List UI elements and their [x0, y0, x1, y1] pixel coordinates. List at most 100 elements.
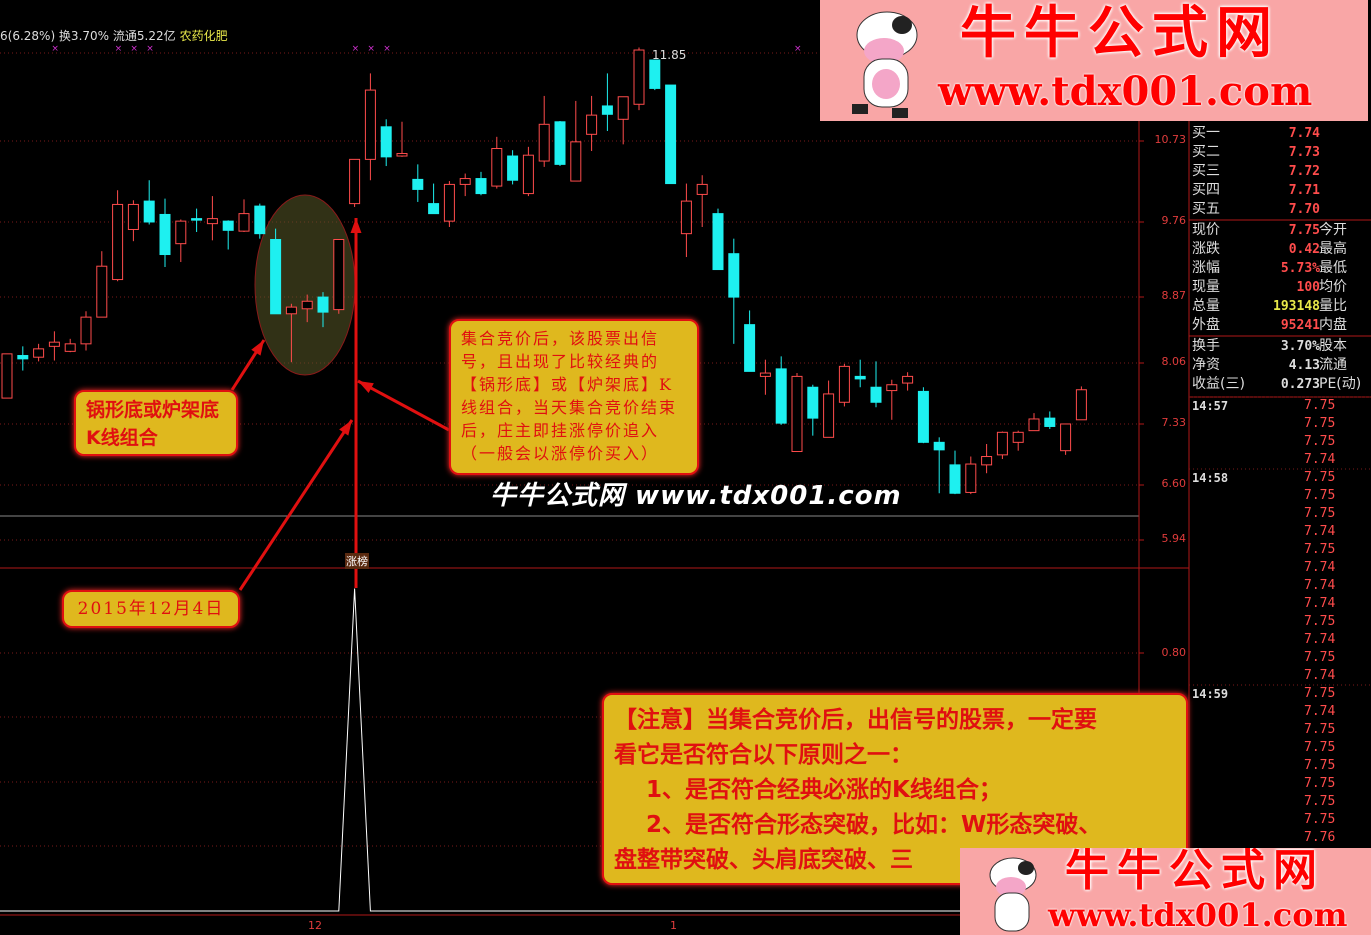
date-callout: 2015年12月4日: [62, 590, 240, 628]
signal-marker-icon: ×: [794, 44, 802, 54]
candle-down: [807, 386, 819, 419]
price-axis-tick: 10.73: [1154, 133, 1187, 146]
quote-label: 买三: [1192, 163, 1220, 179]
logo-top: 牛牛公式网 www.tdx001.com: [820, 0, 1368, 121]
quote-label: 收益(三): [1192, 376, 1245, 392]
quote-label-2: 流通: [1319, 357, 1347, 373]
signal-label: 涨榜: [345, 553, 369, 569]
tick-row: 14:59 7.75: [1192, 685, 1368, 703]
tick-price: 7.75: [1304, 434, 1336, 449]
note-line3: 1、是否符合经典必涨的K线组合；: [646, 777, 1002, 803]
candle-down: [191, 218, 203, 221]
candle-down: [775, 368, 787, 424]
candle-up: [33, 348, 45, 358]
tick-row: 7.74: [1192, 667, 1368, 685]
tick-row: 7.74: [1192, 631, 1368, 649]
candle-up: [696, 183, 708, 195]
candle-down: [712, 213, 724, 271]
quote-label: 买一: [1192, 125, 1220, 141]
tick-row: 7.74: [1192, 523, 1368, 541]
x-tick-12: 12: [308, 919, 322, 932]
candle-down: [744, 324, 756, 372]
candle-up: [586, 114, 598, 135]
price-axis-tick: 7.33: [1161, 416, 1187, 429]
tick-row: 7.75: [1192, 739, 1368, 757]
note-line2: 看它是否符合以下原则之一：: [614, 742, 913, 768]
stock-header: 6(6.28%) 换3.70% 流通5.22亿 农药化肥: [0, 27, 228, 44]
arrow-head-icon: [358, 381, 374, 393]
signal-marker-icon: ×: [51, 44, 59, 54]
signal-marker-icon: ×: [115, 44, 123, 54]
candle-up: [396, 153, 408, 157]
tick-price: 7.75: [1304, 488, 1336, 503]
tick-price: 7.74: [1304, 578, 1336, 593]
price-axis-tick: 8.06: [1161, 355, 1187, 368]
cow-mascot-icon: [852, 11, 918, 118]
quote-row: 换手 3.70% 股本: [1192, 337, 1368, 356]
signal-marker-icon: ×: [146, 44, 154, 54]
quote-label: 总量: [1192, 298, 1220, 314]
tick-price: 7.75: [1304, 776, 1336, 791]
quote-row: 现量 100 均价: [1192, 278, 1368, 297]
cow-mascot-icon: [989, 857, 1037, 932]
candle-up: [570, 141, 582, 182]
quote-label-2: 最高: [1319, 241, 1347, 257]
signal-marker-icon: ×: [383, 44, 391, 54]
tick-price: 7.75: [1304, 650, 1336, 665]
candle-up: [902, 375, 914, 384]
explain-callout: 集合竞价后，该股票出信号，且出现了比较经典的【锅形底】或【炉架底】K线组合，当天…: [449, 319, 699, 475]
tick-row: 14:57 7.75: [1192, 397, 1368, 415]
signal-marker-icon: ×: [367, 44, 375, 54]
signal-marker-icon: ×: [352, 44, 360, 54]
quote-value: 7.73: [1288, 145, 1320, 160]
tick-row: 7.75: [1192, 487, 1368, 505]
candle-down: [270, 238, 282, 315]
quote-label-2: 今开: [1319, 222, 1347, 238]
quote-label-2: PE(动): [1319, 376, 1362, 392]
candle-up: [285, 306, 297, 315]
tick-price: 7.74: [1304, 668, 1336, 683]
candle-up: [886, 384, 898, 392]
tick-time: 14:58: [1192, 471, 1229, 485]
candle-up: [1012, 431, 1024, 443]
quote-row: 涨跌 0.42 最高: [1192, 240, 1368, 259]
tick-price: 7.75: [1304, 758, 1336, 773]
tick-price: 7.75: [1304, 416, 1336, 431]
quote-label: 涨幅: [1192, 260, 1220, 276]
header-stats: 6(6.28%) 换3.70% 流通5.22亿: [0, 29, 176, 43]
candle-up: [96, 265, 108, 318]
logo-title: 牛牛公式网: [1065, 848, 1325, 896]
tick-price: 7.75: [1304, 812, 1336, 827]
tick-row: 7.75: [1192, 649, 1368, 667]
tick-price: 7.75: [1304, 686, 1336, 701]
candle-up: [1028, 418, 1040, 432]
tick-row: 7.75: [1192, 415, 1368, 433]
candle-down: [933, 441, 945, 451]
candle-down: [870, 386, 882, 403]
tick-price: 7.75: [1304, 506, 1336, 521]
tick-row: 14:58 7.75: [1192, 469, 1368, 487]
tick-price: 7.74: [1304, 596, 1336, 611]
tick-time: 14:57: [1192, 399, 1229, 413]
quote-row: 外盘 95241 内盘: [1192, 316, 1368, 335]
candle-up: [301, 300, 313, 310]
quote-label: 买二: [1192, 144, 1220, 160]
pattern-callout-line1: 锅形底或炉架底: [86, 399, 220, 421]
quote-label-2: 均价: [1319, 279, 1347, 295]
quote-label: 买四: [1192, 182, 1220, 198]
quote-value: 4.13: [1288, 358, 1320, 373]
candle-up: [981, 456, 993, 466]
tick-row: 7.74: [1192, 595, 1368, 613]
tick-price: 7.75: [1304, 794, 1336, 809]
note-line4: 2、是否符合形态突破，比如：W形态突破、: [646, 812, 1102, 838]
tick-price: 7.74: [1304, 704, 1336, 719]
candle-up: [112, 203, 124, 281]
candle-down: [1044, 417, 1056, 427]
quote-label: 现价: [1192, 222, 1220, 238]
candle-up: [206, 218, 218, 225]
quote-value: 0.273: [1280, 377, 1320, 392]
candle-down: [475, 178, 487, 195]
quote-value: 7.74: [1288, 126, 1320, 141]
logo-url: www.tdx001.com: [938, 68, 1313, 115]
